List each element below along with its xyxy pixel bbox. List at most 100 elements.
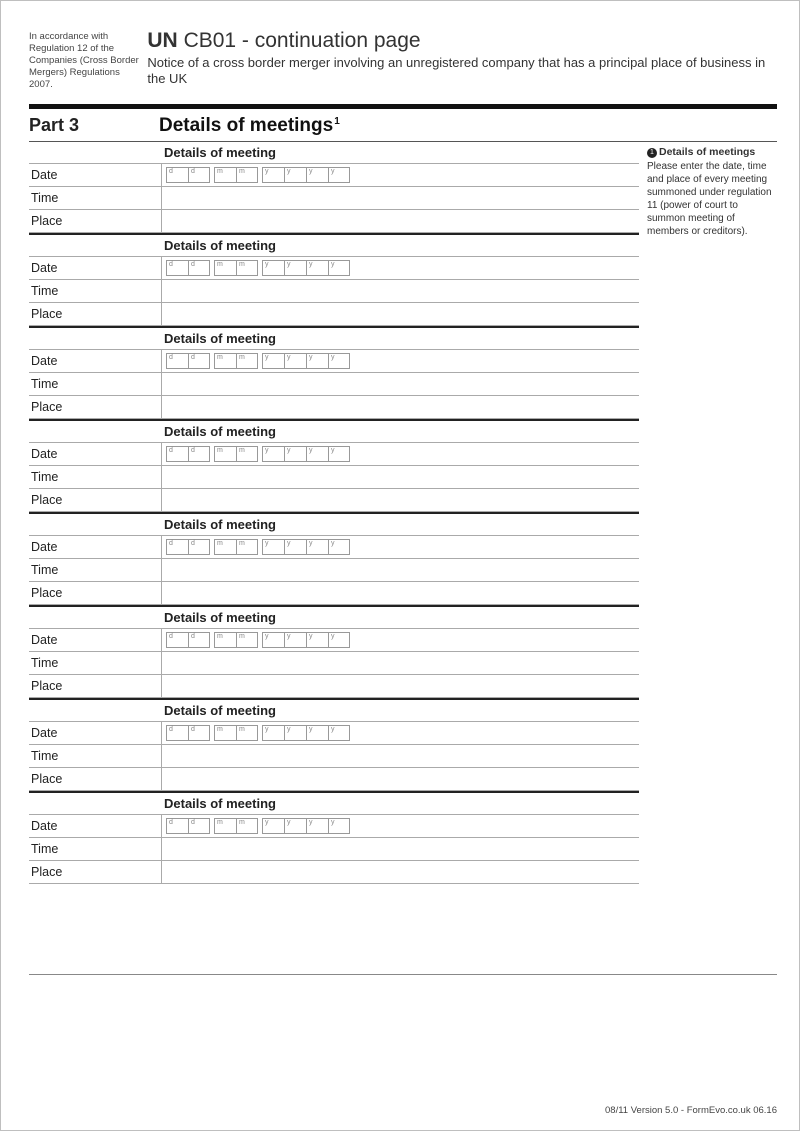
date-digit-box[interactable]: m bbox=[236, 725, 258, 741]
date-digit-box[interactable]: m bbox=[214, 446, 236, 462]
date-digit-box[interactable]: m bbox=[214, 260, 236, 276]
date-digit-box[interactable]: d bbox=[166, 632, 188, 648]
time-input[interactable] bbox=[161, 745, 639, 767]
date-digit-box[interactable]: y bbox=[328, 260, 350, 276]
date-digit-box[interactable]: y bbox=[328, 167, 350, 183]
date-digit-box[interactable]: d bbox=[166, 725, 188, 741]
date-digit-box[interactable]: y bbox=[328, 818, 350, 834]
date-digit-box[interactable]: y bbox=[262, 725, 284, 741]
date-digit-box[interactable]: m bbox=[236, 446, 258, 462]
date-digit-box[interactable]: y bbox=[284, 167, 306, 183]
date-digit-box[interactable]: d bbox=[188, 818, 210, 834]
time-label: Time bbox=[29, 280, 161, 302]
date-digit-box[interactable]: m bbox=[214, 818, 236, 834]
date-digit-box[interactable]: y bbox=[306, 260, 328, 276]
date-digit-box[interactable]: y bbox=[306, 539, 328, 555]
date-digit-box[interactable]: y bbox=[284, 446, 306, 462]
date-digit-box[interactable]: y bbox=[328, 539, 350, 555]
meeting-block: Details of meetingDateddmmyyyyTimePlace bbox=[29, 698, 639, 791]
date-digit-box[interactable]: m bbox=[236, 818, 258, 834]
time-input[interactable] bbox=[161, 559, 639, 581]
date-digit-box[interactable]: y bbox=[262, 353, 284, 369]
place-input[interactable] bbox=[161, 861, 639, 883]
date-digit-box[interactable]: d bbox=[166, 818, 188, 834]
date-digit-box[interactable]: y bbox=[262, 632, 284, 648]
date-digit-box[interactable]: m bbox=[236, 353, 258, 369]
date-input[interactable]: ddmmyyyy bbox=[161, 164, 639, 186]
date-digit-box[interactable]: y bbox=[328, 446, 350, 462]
date-digit-box[interactable]: y bbox=[284, 539, 306, 555]
date-digit-box[interactable]: d bbox=[188, 167, 210, 183]
date-input[interactable]: ddmmyyyy bbox=[161, 443, 639, 465]
place-input[interactable] bbox=[161, 489, 639, 511]
date-digit-box[interactable]: d bbox=[188, 539, 210, 555]
place-input[interactable] bbox=[161, 396, 639, 418]
date-digit-box[interactable]: y bbox=[306, 632, 328, 648]
date-digit-box[interactable]: d bbox=[166, 353, 188, 369]
date-digit-box[interactable]: y bbox=[328, 353, 350, 369]
place-input[interactable] bbox=[161, 675, 639, 697]
date-digit-box[interactable]: m bbox=[214, 167, 236, 183]
date-digit-box[interactable]: y bbox=[306, 725, 328, 741]
date-digit-box[interactable]: y bbox=[284, 353, 306, 369]
meeting-block-header: Details of meeting bbox=[29, 700, 639, 722]
date-digit-box[interactable]: m bbox=[236, 167, 258, 183]
place-input[interactable] bbox=[161, 768, 639, 790]
date-input[interactable]: ddmmyyyy bbox=[161, 629, 639, 651]
date-digit-box[interactable]: y bbox=[328, 725, 350, 741]
date-digit-box[interactable]: y bbox=[284, 260, 306, 276]
meeting-block: Details of meetingDateddmmyyyyTimePlace bbox=[29, 605, 639, 698]
date-digit-box[interactable]: d bbox=[166, 539, 188, 555]
date-digit-box[interactable]: d bbox=[166, 167, 188, 183]
place-input[interactable] bbox=[161, 210, 639, 232]
date-input[interactable]: ddmmyyyy bbox=[161, 815, 639, 837]
date-digit-box[interactable]: y bbox=[262, 818, 284, 834]
date-digit-box[interactable]: y bbox=[284, 818, 306, 834]
time-input[interactable] bbox=[161, 838, 639, 860]
date-label: Date bbox=[29, 164, 161, 186]
date-digit-box[interactable]: y bbox=[262, 167, 284, 183]
meeting-block-header: Details of meeting bbox=[29, 328, 639, 350]
date-digit-box[interactable]: m bbox=[214, 539, 236, 555]
date-input[interactable]: ddmmyyyy bbox=[161, 722, 639, 744]
date-digit-box[interactable]: m bbox=[236, 632, 258, 648]
date-digit-box[interactable]: m bbox=[236, 260, 258, 276]
date-digit-box[interactable]: d bbox=[166, 446, 188, 462]
bottom-rule bbox=[29, 974, 777, 975]
date-digit-box[interactable]: y bbox=[306, 818, 328, 834]
date-digit-box[interactable]: d bbox=[188, 353, 210, 369]
time-input[interactable] bbox=[161, 280, 639, 302]
date-digit-box[interactable]: m bbox=[214, 632, 236, 648]
date-digit-box[interactable]: d bbox=[166, 260, 188, 276]
date-input[interactable]: ddmmyyyy bbox=[161, 257, 639, 279]
date-digit-box[interactable]: y bbox=[284, 632, 306, 648]
date-input[interactable]: ddmmyyyy bbox=[161, 350, 639, 372]
date-digit-box[interactable]: d bbox=[188, 632, 210, 648]
date-digit-box[interactable]: y bbox=[262, 446, 284, 462]
place-row: Place bbox=[29, 210, 639, 233]
date-digit-box[interactable]: d bbox=[188, 446, 210, 462]
time-input[interactable] bbox=[161, 187, 639, 209]
date-digit-box[interactable]: y bbox=[306, 353, 328, 369]
form-subtitle: Notice of a cross border merger involvin… bbox=[147, 55, 777, 88]
date-digit-box[interactable]: y bbox=[262, 260, 284, 276]
place-input[interactable] bbox=[161, 303, 639, 325]
date-digit-box[interactable]: d bbox=[188, 725, 210, 741]
time-input[interactable] bbox=[161, 652, 639, 674]
date-digit-box[interactable]: y bbox=[284, 725, 306, 741]
date-digit-box[interactable]: y bbox=[328, 632, 350, 648]
date-digit-box[interactable]: y bbox=[306, 446, 328, 462]
date-digit-box[interactable]: y bbox=[262, 539, 284, 555]
date-digit-box[interactable]: d bbox=[188, 260, 210, 276]
date-digit-box[interactable]: m bbox=[214, 353, 236, 369]
date-input[interactable]: ddmmyyyy bbox=[161, 536, 639, 558]
place-label: Place bbox=[29, 396, 161, 418]
date-digit-box[interactable]: m bbox=[214, 725, 236, 741]
time-input[interactable] bbox=[161, 373, 639, 395]
date-digit-box[interactable]: y bbox=[306, 167, 328, 183]
place-row: Place bbox=[29, 582, 639, 605]
place-input[interactable] bbox=[161, 582, 639, 604]
place-label: Place bbox=[29, 210, 161, 232]
time-input[interactable] bbox=[161, 466, 639, 488]
date-digit-box[interactable]: m bbox=[236, 539, 258, 555]
